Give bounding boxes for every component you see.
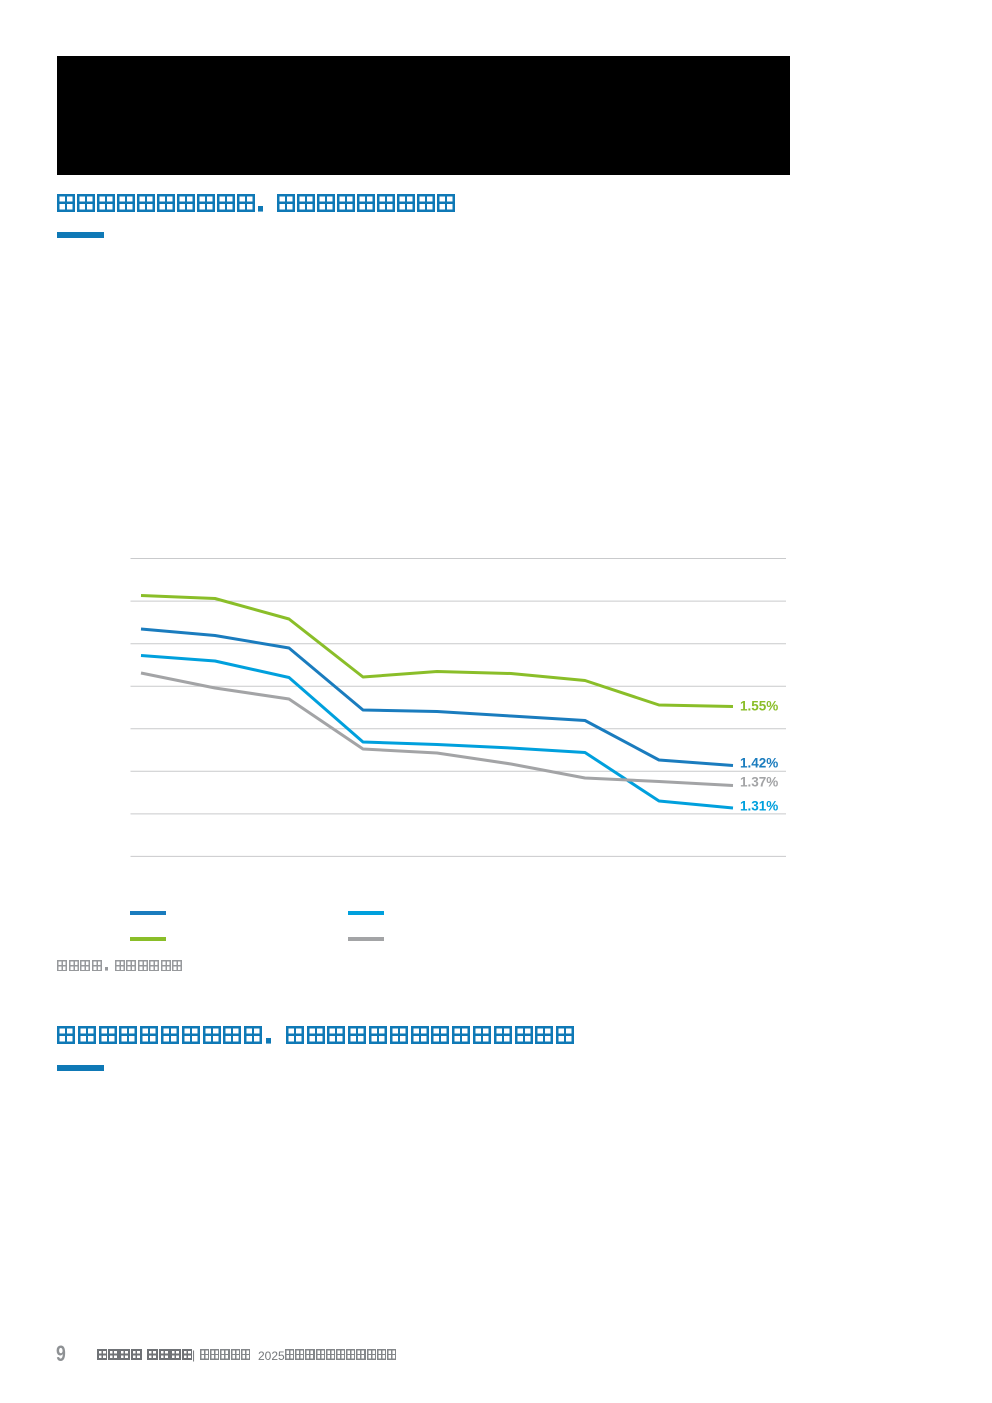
svg-text:1.42%: 1.42% bbox=[740, 756, 778, 771]
svg-text:1.55%: 1.55% bbox=[740, 699, 778, 714]
svg-text:1.37%: 1.37% bbox=[740, 775, 778, 790]
svg-text:1.31%: 1.31% bbox=[740, 799, 778, 814]
